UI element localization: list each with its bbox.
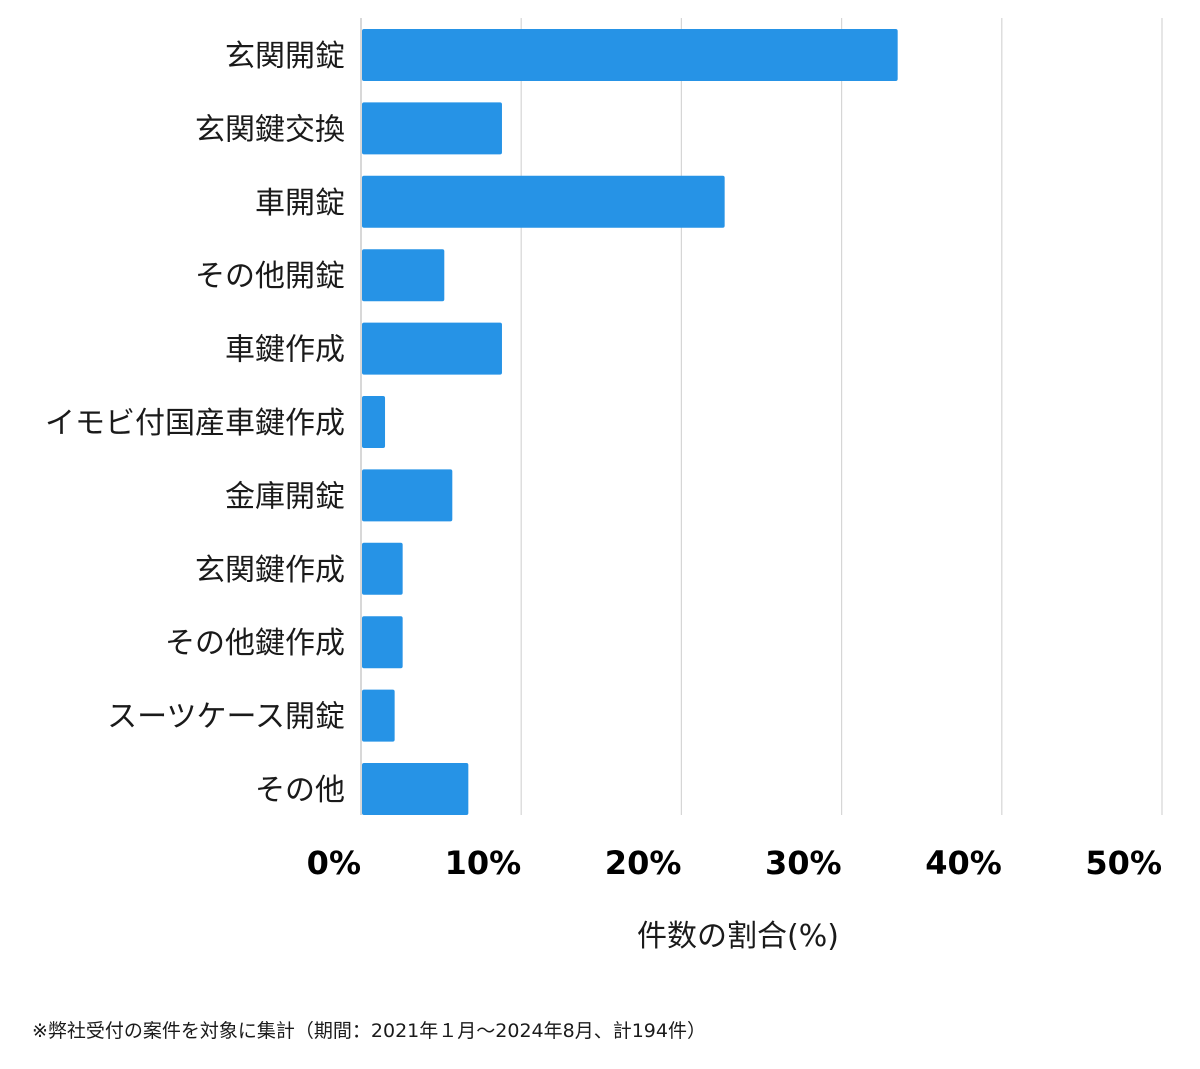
bar <box>362 396 386 448</box>
category-label: 玄関鍵作成 <box>195 553 345 588</box>
category-label: 車鍵作成 <box>225 333 345 368</box>
x-axis-title: 件数の割合(%) <box>637 919 839 954</box>
x-tick-label: 50% <box>1085 844 1162 882</box>
x-tick-label: 40% <box>925 844 1002 882</box>
bar <box>362 689 395 742</box>
x-tick-label: 10% <box>445 844 522 882</box>
category-labels: 玄関開錠玄関鍵交換車開錠その他開錠車鍵作成イモビ付国産車鍵作成金庫開錠玄関鍵作成… <box>45 39 345 808</box>
bar <box>362 763 469 815</box>
bar <box>362 322 502 375</box>
x-tick-label: 20% <box>605 844 682 882</box>
category-label: その他 <box>255 773 345 808</box>
category-label: スーツケース開錠 <box>107 700 345 735</box>
x-tick-label: 30% <box>765 844 842 882</box>
bar <box>362 175 725 228</box>
bar <box>362 616 403 669</box>
category-label: その他鍵作成 <box>165 626 345 661</box>
footnote: ※弊社受付の案件を対象に集計（期間：2021年１月〜2024年8月、計194件） <box>32 1020 706 1042</box>
bar <box>362 542 403 595</box>
category-label: その他開錠 <box>195 259 345 294</box>
bar <box>362 29 898 81</box>
bar <box>362 102 502 155</box>
category-label: イモビ付国産車鍵作成 <box>45 406 345 441</box>
category-label: 玄関鍵交換 <box>195 112 345 147</box>
category-label: 金庫開錠 <box>225 479 345 514</box>
category-label: 車開錠 <box>255 186 345 221</box>
grid-lines <box>360 18 1163 815</box>
bar <box>362 469 453 522</box>
x-tick-labels: 0% 10% 20% 30% 40% 50% <box>307 844 1162 882</box>
bar <box>362 249 445 302</box>
category-label: 玄関開錠 <box>225 39 345 74</box>
x-tick-label: 0% <box>307 844 361 882</box>
bars <box>362 29 898 815</box>
